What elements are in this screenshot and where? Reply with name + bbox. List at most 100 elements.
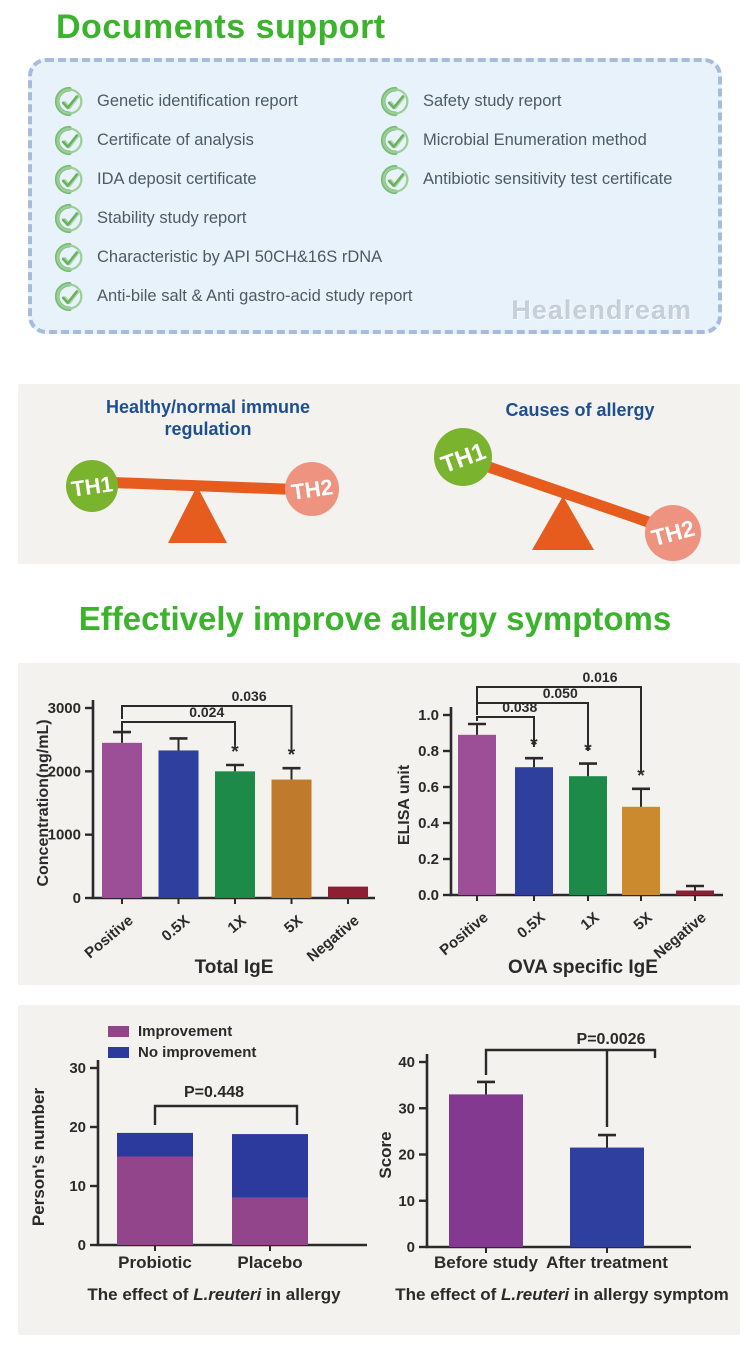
document-item-label: Certificate of analysis [97,130,254,149]
svg-text:5X: 5X [281,912,306,937]
svg-text:0.5X: 0.5X [514,909,549,942]
svg-text:0.024: 0.024 [189,704,224,720]
svg-text:0.050: 0.050 [543,685,578,701]
chart-allergy-improvement: 0 10 20 30 Probiotic Placebo P=0.448 Improvemen… [18,1005,375,1335]
list-item: Stability study report [54,203,412,233]
th2-circle [645,505,701,561]
svg-text:0.016: 0.016 [582,669,617,685]
document-item-label: Stability study report [97,208,247,227]
svg-text:Improvement: Improvement [138,1023,232,1040]
immune-left-title: Healthy/normal immune regulation [78,396,338,440]
svg-text:Concentration(ng/mL): Concentration(ng/mL) [35,719,52,886]
svg-text:Negative: Negative [304,912,363,965]
chart-svg: 0.00.20.40.60.81.0Positive*0.5X*1X*5XNeg… [396,669,723,978]
svg-text:Person's number: Person's number [29,1088,48,1227]
svg-text:P=0.0026: P=0.0026 [577,1031,646,1048]
list-item: IDA deposit certificate [54,164,412,194]
list-item: Characteristic by API 50CH&16S rDNA [54,242,412,272]
svg-text:Total IgE: Total IgE [195,957,274,978]
chart-total-ige: 0 1000 2000 3000 Positive 0.5X * 1X * 5X Negative 0… [18,663,376,985]
svg-text:0.038: 0.038 [502,699,537,715]
svg-text:10: 10 [69,1178,86,1195]
svg-text:0: 0 [407,1239,415,1256]
svg-text:40: 40 [398,1054,415,1071]
svg-text:*: * [584,741,592,762]
th2-circle [285,462,339,516]
seesaw-fulcrum [168,486,227,543]
immune-left-title-line2: regulation [164,419,252,439]
svg-text:0.2: 0.2 [418,851,439,868]
check-icon [380,125,409,155]
document-item-label: Antibiotic sensitivity test certificate [423,169,673,188]
svg-text:Placebo: Placebo [237,1253,302,1272]
svg-text:Probiotic: Probiotic [118,1253,192,1272]
svg-text:*: * [231,742,239,763]
svg-text:30: 30 [398,1100,415,1117]
check-icon [54,242,83,272]
svg-text:*: * [637,766,645,787]
chart-allergy-symptom-score: 0 10 20 30 40 Before study After treatment P=0.… [375,1005,742,1335]
svg-text:Positive: Positive [82,912,137,962]
svg-text:5X: 5X [631,909,656,934]
document-item-label: Anti-bile salt & Anti gastro-acid study … [97,286,413,305]
svg-text:0.036: 0.036 [232,688,267,704]
list-item: Anti-bile salt & Anti gastro-acid study … [54,281,413,311]
svg-text:1X: 1X [225,912,250,937]
list-item: Safety study report [380,86,672,116]
svg-text:1000: 1000 [48,827,81,844]
svg-text:Before study: Before study [434,1253,538,1272]
seesaw-beam-balanced [99,476,309,496]
documents-list-right: Safety study report Microbial Enumeratio… [380,86,673,194]
svg-text:No improvement: No improvement [138,1044,256,1061]
svg-text:0.4: 0.4 [418,815,440,832]
documents-box: Genetic identification report Certificat… [28,58,722,334]
svg-text:0.8: 0.8 [418,743,439,760]
svg-text:P=0.448: P=0.448 [184,1084,244,1101]
th1-label: TH1 [70,471,115,502]
immune-right-title: Causes of allergy [505,400,655,420]
svg-text:1.0: 1.0 [418,707,439,724]
svg-text:1X: 1X [578,909,603,934]
check-icon [54,125,83,155]
chart-svg: 0 10 20 30 Probiotic Placebo P=0.448 Improvemen… [29,1023,367,1304]
svg-text:0: 0 [78,1237,86,1254]
documents-list-left: Genetic identification report Certificat… [54,86,413,311]
svg-text:Score: Score [376,1131,395,1178]
svg-text:10: 10 [398,1193,415,1210]
seesaw-beam-tilted [478,458,662,532]
svg-text:ELISA unit: ELISA unit [396,764,413,845]
svg-text:30: 30 [69,1060,86,1077]
svg-text:2000: 2000 [48,763,81,780]
allergy-section-title: Effectively improve allergy symptoms [78,600,672,637]
chart-ova-specific-ige: 0.0 0.2 0.4 0.6 0.8 1.0 Positive * 0.5X * 1X * 5X Neg… [375,663,742,985]
check-icon [54,86,83,116]
svg-text:Positive: Positive [437,909,492,959]
check-icon [380,86,409,116]
chart-svg: 0 10 20 30 40 Before study After treatment P=0.… [376,1031,729,1304]
check-icon [54,164,83,194]
document-item-label: Genetic identification report [97,91,298,110]
list-item: Antibiotic sensitivity test certificate [380,164,673,194]
list-item: Genetic identification report [54,86,412,116]
svg-text:3000: 3000 [48,700,81,717]
svg-text:The effect of L.reuteri in all: The effect of L.reuteri in allergy [87,1285,341,1304]
documents-title: Documents support [56,8,386,46]
svg-text:0: 0 [73,890,81,907]
th1-circle [434,428,492,486]
list-item: Microbial Enumeration method [380,125,672,155]
svg-text:20: 20 [398,1147,415,1164]
svg-text:0.6: 0.6 [418,779,439,796]
immune-balance-panel [18,384,740,564]
check-icon [54,203,83,233]
svg-text:*: * [288,745,296,766]
svg-text:20: 20 [69,1119,86,1136]
th2-label: TH2 [290,474,335,505]
list-item: Certificate of analysis [54,125,412,155]
svg-text:After treatment: After treatment [546,1253,668,1272]
svg-text:Negative: Negative [651,909,710,962]
check-icon [380,164,409,194]
th1-circle [66,460,118,512]
immune-left-title-line1: Healthy/normal immune [105,397,311,417]
